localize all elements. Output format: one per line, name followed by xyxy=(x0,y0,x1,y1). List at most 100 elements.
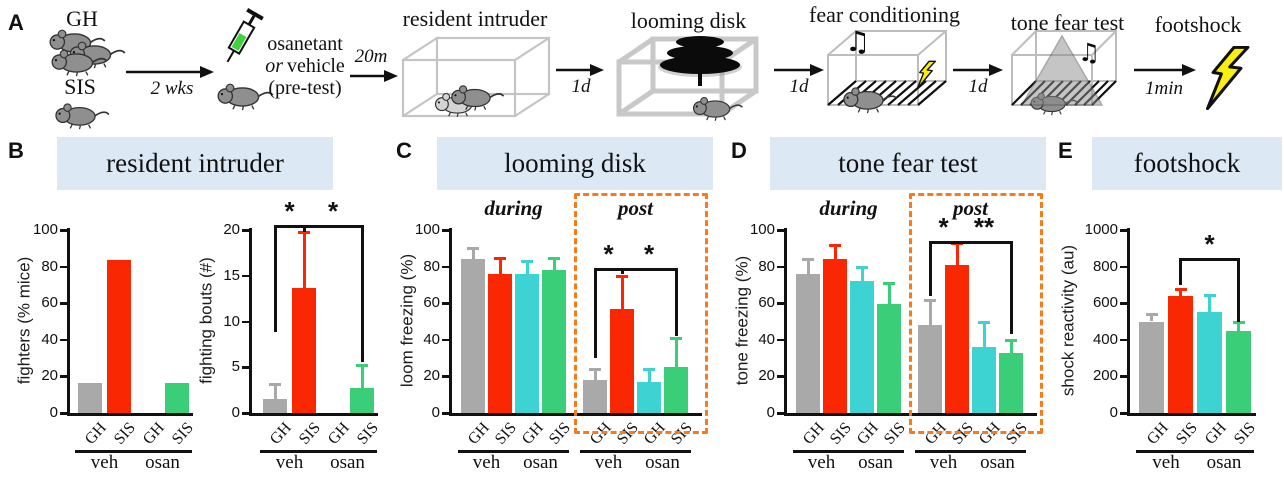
tone_freezing-xcat-1: SIS xyxy=(826,419,855,448)
fighters-y-axis xyxy=(67,228,70,416)
tent-icon xyxy=(1020,34,1104,106)
shock_reactivity-sig-bar-0 xyxy=(1179,257,1240,261)
looming-disk-icon xyxy=(658,36,742,86)
loom_freezing-errbar-6 xyxy=(647,369,651,382)
tone_freezing-errbar-2 xyxy=(860,266,864,282)
stage-title-resident-intruder: resident intruder xyxy=(402,6,548,31)
tone_freezing-sig-bar-1 xyxy=(955,241,1013,244)
fighters-group-line-1 xyxy=(133,450,192,453)
loom_freezing-group-line-1 xyxy=(512,450,569,453)
sis-group-label: SIS xyxy=(64,74,96,99)
panel-b-header: resident intruder xyxy=(57,137,333,190)
loom_freezing-xcat-2: GH xyxy=(518,419,547,448)
looming-box-icon xyxy=(616,36,759,117)
panel-e-label: E xyxy=(1058,138,1073,163)
tone_freezing-group-line-0 xyxy=(793,450,850,453)
shock_reactivity-group-line-1 xyxy=(1194,450,1254,453)
fighting_bouts-x-axis xyxy=(249,413,378,416)
fighting_bouts-errcap-1 xyxy=(298,230,310,234)
tone_freezing-group-line-1 xyxy=(847,450,904,453)
bar-shock_reactivity-3 xyxy=(1226,330,1251,413)
loom_freezing-errcap-2 xyxy=(521,260,533,264)
arrow-label-1d-2: 1d xyxy=(789,76,809,97)
fighting_bouts-y-axis xyxy=(249,228,252,416)
bar-fighting_bouts-3 xyxy=(350,388,374,413)
stage-title-footshock: footshock xyxy=(1154,12,1242,37)
arrow-1d-1 xyxy=(556,64,604,76)
fighters-xcat-0: GH xyxy=(81,419,110,448)
fighting_bouts-y-axis-label: fighting bouts (#) xyxy=(196,256,216,384)
shock_reactivity-sig-dropB-0 xyxy=(1237,257,1240,322)
tone_freezing-section-label-1: post xyxy=(952,196,988,220)
fighting_bouts-ytick-label: 20 xyxy=(223,221,240,238)
loom_freezing-group-label-1: osan xyxy=(523,452,558,473)
arrow-label-20m: 20m xyxy=(354,46,388,67)
loom_freezing-group-line-3 xyxy=(634,450,691,453)
loom_freezing-errcap-6 xyxy=(643,368,655,372)
loom_freezing-ytick xyxy=(442,375,449,378)
bar-loom_freezing-2 xyxy=(515,273,539,413)
fighters-ytick-label: 40 xyxy=(41,330,58,348)
tone_freezing-group-label-0: veh xyxy=(807,452,836,473)
loom_freezing-sig-bar-0 xyxy=(593,268,624,272)
tone_freezing-ytick-label: 100 xyxy=(749,221,775,238)
fighters-ytick xyxy=(60,338,67,342)
bar-tone_freezing-1 xyxy=(823,259,847,413)
fighting_bouts-errcap-0 xyxy=(269,382,281,386)
bar-tone_freezing-6 xyxy=(972,347,996,413)
fighters-xcat-1: SIS xyxy=(110,419,139,448)
shock_reactivity-errcap-2 xyxy=(1203,294,1216,297)
loom_freezing-errbar-4 xyxy=(593,369,597,381)
fighting_bouts-ytick xyxy=(242,366,249,369)
fighters-ytick xyxy=(60,265,67,269)
experiment-timeline-schematic xyxy=(49,8,1250,130)
fighters-ytick-label: 60 xyxy=(41,294,58,312)
tone_freezing-sig-star-1: ** xyxy=(973,212,995,242)
shock_reactivity-xcat-2: GH xyxy=(1201,419,1230,448)
shock_reactivity-ytick xyxy=(1120,265,1127,269)
fighters-ytick-label: 20 xyxy=(41,367,58,385)
bar-tone_freezing-5 xyxy=(945,264,969,413)
loom_freezing-group-label-3: osan xyxy=(645,452,680,473)
tone_freezing-ytick-label: 20 xyxy=(758,367,775,385)
shock_reactivity-x-axis xyxy=(1127,413,1256,416)
tone_freezing-errcap-4 xyxy=(924,298,936,302)
panel-e-header: footshock xyxy=(1092,137,1282,190)
tone_freezing-ytick xyxy=(777,375,784,378)
injection-caption-line1: osanetant xyxy=(267,33,343,55)
shock_reactivity-errcap-3 xyxy=(1232,320,1245,324)
tone_freezing-post-box xyxy=(909,193,1043,434)
panel-b-label: B xyxy=(8,138,24,163)
fighting_bouts-ytick-label: 0 xyxy=(231,404,240,421)
loom_freezing-errcap-3 xyxy=(548,256,560,260)
loom_freezing-sig-dropA-1 xyxy=(620,268,624,274)
fighting_bouts-errcap-3 xyxy=(356,363,368,367)
bar-loom_freezing-4 xyxy=(583,380,607,413)
loom_freezing-xcat-0: GH xyxy=(464,419,493,448)
injection-or: or xyxy=(265,55,284,77)
shock_reactivity-ytick-label: 200 xyxy=(1092,367,1118,385)
bar-fighters-0 xyxy=(78,382,102,413)
shock_reactivity-ytick-label: 800 xyxy=(1092,257,1118,275)
shock_reactivity-ytick xyxy=(1120,412,1127,415)
loom_freezing-sig-dropB-1 xyxy=(674,268,678,337)
tone_freezing-y-axis-label: tone freezing (%) xyxy=(732,255,752,385)
fighting_bouts-group-label-1: osan xyxy=(330,452,365,473)
loom_freezing-errbar-1 xyxy=(498,257,502,274)
tone_freezing-errbar-1 xyxy=(833,244,837,260)
fighting_bouts-errbar-1 xyxy=(302,231,306,288)
music-note-icon-fc: ♫ xyxy=(845,25,871,58)
shock_reactivity-errbar-3 xyxy=(1237,321,1240,331)
tone_freezing-errcap-0 xyxy=(802,258,814,262)
tone_freezing-ytick xyxy=(777,229,784,232)
tone_freezing-sig-dropA-0 xyxy=(928,241,932,296)
shock_reactivity-errbar-1 xyxy=(1179,288,1182,296)
fighting_bouts-xcat-2: GH xyxy=(324,419,353,448)
loom_freezing-errcap-0 xyxy=(467,247,479,251)
music-note-icon-tone: ♫ xyxy=(1078,38,1101,67)
tone_freezing-ytick-label: 60 xyxy=(758,294,775,312)
loom_freezing-y-axis xyxy=(449,228,452,416)
tone_freezing-errbar-3 xyxy=(887,283,891,305)
